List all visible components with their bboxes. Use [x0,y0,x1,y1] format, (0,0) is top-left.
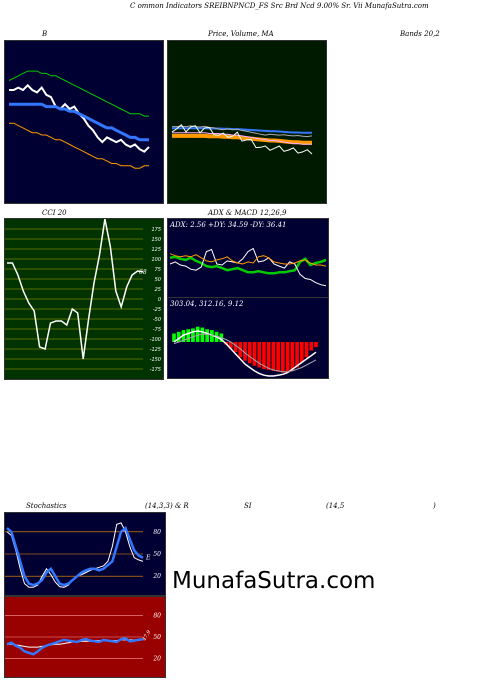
stoch-panel: 80 50 20 E [4,512,166,596]
stoch-tick-label: 20 [152,573,161,580]
rsi-tick-label: 50 [153,634,161,641]
macd-histogram-bar [210,330,214,342]
macd-histogram-bar [290,342,295,371]
macd-histogram-bar [176,331,181,342]
macd-histogram-bar [295,342,299,368]
macd-panel [167,297,329,379]
price-ma-pink-line [172,132,312,145]
adx-dim-line [169,253,327,267]
macd-line [173,330,317,377]
adx-chart [169,247,327,287]
macd-histogram-bar [233,342,238,353]
stoch-current-label: E [145,555,151,562]
macd-histogram-bar [262,342,266,370]
macd-histogram-bar [172,333,176,342]
rsi-params: (14,5 [326,502,345,510]
stoch-params: (14,3,3) & R [145,502,189,510]
stochastic-chart: 80 50 20 E [5,522,161,588]
macd-histogram-bar [238,342,243,358]
price-ma-price-line [171,124,313,155]
bollinger-lower-line [9,122,149,169]
cci-tick-label: 0 [158,297,161,303]
cci-tick-label: -150 [150,357,161,363]
cci-tick-label: -50 [153,317,161,323]
rsi-panel: 80 50 20 47,9 [4,596,166,678]
macd-histogram-bar [314,342,318,348]
bollinger-chart [8,70,150,169]
cci-chart: 175 150 125 100 75 50 25 0 -25 -50 -75 -100 -125 -150… [5,219,161,373]
cci-tick-label: -175 [150,367,161,373]
cci-tick-label: 175 [151,227,161,233]
cci-current-label: 68 [139,269,147,276]
rsi-tick-label: 20 [152,656,161,663]
bollinger-ma-line [9,102,149,142]
rsi-current-label: 47,9 [141,629,153,643]
cci-tick-label: 150 [151,237,161,243]
stoch-k-line [6,526,144,587]
rsi-chart: 80 50 20 47,9 [5,612,161,663]
stoch-label: Stochastics [26,502,67,510]
cci-tick-label: 125 [151,247,161,253]
price-ma-label: Price, Volume, MA [208,30,274,38]
price-ma-panel [167,40,327,204]
cci-tick-label: 100 [151,257,161,263]
macd-histogram-bar [257,342,262,368]
adx-panel [167,218,329,298]
macd-histogram-bar [281,342,285,373]
cci-tick-label: -75 [153,327,161,333]
cci-panel: 175 150 125 100 75 50 25 0 -25 -50 -75 -100 -125 -150… [4,218,164,380]
macd-histogram-bar [195,326,200,342]
rsi-params-close: ) [433,502,436,510]
cci-tick-label: -125 [150,347,161,353]
adx-dip-line [169,247,327,287]
macd-histogram-bar [285,342,290,373]
cci-tick-label: -25 [153,307,161,313]
macd-histogram-bar [186,329,191,342]
adx-values: ADX: 2.56 +DY: 34.59 -DY: 36.41 [170,221,287,229]
bollinger-panel [4,40,164,204]
macd-histogram-bar [304,342,309,358]
adx-macd-label: ADX & MACD 12,26,9 [208,209,287,217]
price-ma-blue-line [172,127,312,134]
bands-label: Bands 20,2 [400,30,440,38]
stoch-tick-label: 80 [153,529,161,536]
macd-histogram-bar [247,342,252,364]
cci-line [7,219,144,360]
macd-histogram-bar [266,342,271,371]
rsi-tick-label: 80 [153,612,161,619]
rsi-line [6,637,144,656]
cci-tick-label: 25 [155,287,161,293]
macd-signal-line [173,333,317,373]
rsi-label: SI [244,502,252,510]
price-ma-orange-line [172,133,312,145]
bollinger-price-line [9,83,150,153]
cci-tick-label: 75 [155,267,161,273]
cci-tick-label: -100 [150,337,161,343]
macd-values: 303.04, 312.16, 9.12 [170,300,244,308]
stoch-tick-label: 50 [153,551,161,558]
cci-label: CCI 20 [42,209,67,217]
macd-histogram-bar [243,342,247,361]
macd-histogram-bar [228,342,233,349]
adx-adx-line [169,255,327,275]
macd-histogram-bar [205,329,209,342]
macd-histogram-bar [309,342,314,351]
watermark: MunafaSutra.com [172,568,376,594]
bollinger-upper-line [8,70,149,117]
macd-histogram-bar [252,342,257,366]
bollinger-label: B [42,30,48,38]
chart-title: C ommon Indicators SREIBNPNCD_FS Src Brd… [130,2,429,10]
cci-tick-label: 50 [155,277,161,283]
macd-histogram-bar [299,342,304,363]
macd-histogram-bar [276,342,280,372]
macd-chart [172,326,318,377]
macd-histogram-bar [191,328,195,342]
price-ma-chart [171,124,313,155]
macd-histogram-bar [271,342,276,371]
